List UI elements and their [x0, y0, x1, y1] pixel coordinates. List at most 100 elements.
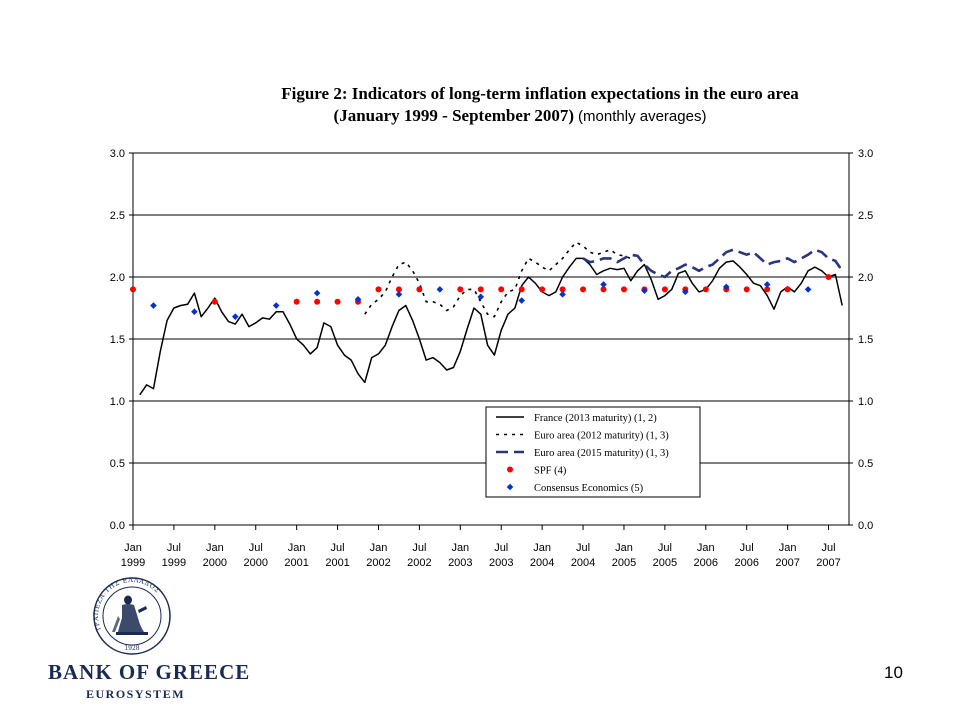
y-tick-label-left-0: 0.0 [110, 520, 125, 532]
y-tick-label-left-4: 2.0 [110, 272, 125, 284]
y-tick-label-left-5: 2.5 [110, 210, 125, 222]
spf-point-0 [130, 286, 136, 293]
x-tick-label-month-10: Jan [533, 542, 551, 554]
spf-point-10 [477, 286, 484, 293]
x-tick-label-year-14: 2006 [694, 557, 718, 569]
legend-swatch-4 [506, 483, 514, 491]
x-tick-label-month-5: Jul [331, 542, 345, 554]
spf-point-8 [416, 286, 423, 293]
x-tick-label-month-1: Jul [167, 542, 181, 554]
legend: France (2013 maturity) (1, 2) Euro area (… [485, 406, 701, 498]
y-tick-label-left-1: 0.5 [110, 458, 125, 470]
x-tick-label-year-17: 2007 [816, 557, 840, 569]
seal-year: 1928 [124, 645, 139, 652]
x-tick-label-month-16: Jan [779, 542, 797, 554]
y-tick-label-right-3: 1.5 [858, 334, 873, 346]
series-line-2 [582, 248, 844, 279]
spf-point-4 [334, 298, 341, 305]
consensus-point-9 [518, 297, 525, 304]
bank-seal-logo: ΤΡΑΠΕΖΑ ΤΗΣ ΕΛΛΑΔΟΣ 1928 [92, 576, 171, 655]
y-tick-label-right-0: 0.0 [858, 520, 873, 532]
bank-name: BANK OF GREECE [48, 660, 251, 684]
consensus-point-15 [763, 281, 771, 288]
chart-title-period: (January 1999 - September 2007) [333, 106, 575, 125]
page-number: 10 [884, 663, 903, 682]
consensus-point-6 [395, 291, 403, 298]
spf-point-19 [661, 286, 668, 293]
x-tick-label-month-6: Jan [370, 542, 388, 554]
x-tick-label-month-7: Jul [412, 542, 426, 554]
y-tick-label-right-6: 3.0 [858, 148, 873, 160]
spf-point-3 [314, 298, 321, 305]
consensus-point-12 [641, 287, 648, 294]
legend-label-2: Euro area (2015 maturity) (1, 3) [534, 448, 669, 459]
bank-subtitle: EUROSYSTEM [86, 687, 186, 701]
x-tick-label-month-17: Jul [822, 542, 836, 554]
x-tick-label-year-3: 2000 [244, 557, 268, 569]
spf-point-26 [825, 274, 832, 280]
x-tick-label-year-10: 2004 [530, 557, 554, 569]
x-tick-label-month-13: Jul [658, 542, 672, 554]
series-layer [130, 241, 844, 396]
series-line-1 [364, 241, 632, 318]
spf-point-23 [743, 286, 750, 293]
x-tick-label-month-4: Jan [288, 542, 306, 554]
x-tick-label-month-3: Jul [249, 542, 263, 554]
x-tick-label-year-5: 2001 [325, 557, 349, 569]
x-tick-label-month-0: Jan [124, 542, 142, 554]
y-tick-label-right-5: 2.5 [858, 210, 873, 222]
y-tick-label-right-1: 0.5 [858, 458, 873, 470]
x-tick-label-year-13: 2005 [653, 557, 677, 569]
legend-label-3: SPF (4) [534, 466, 567, 477]
x-tick-label-year-7: 2002 [407, 557, 431, 569]
x-tick-label-year-1: 1999 [162, 557, 186, 569]
spf-point-2 [293, 298, 300, 305]
legend-label-1: Euro area (2012 maturity) (1, 3) [534, 431, 669, 442]
consensus-point-11 [600, 281, 607, 288]
consensus-point-0 [150, 302, 157, 309]
legend-swatch-3 [507, 466, 513, 473]
consensus-point-7 [436, 286, 444, 293]
consensus-point-3 [272, 302, 280, 309]
x-tick-label-year-0: 1999 [121, 557, 145, 569]
spf-point-25 [784, 286, 791, 293]
consensus-point-13 [682, 288, 689, 296]
consensus-point-8 [477, 293, 485, 301]
x-tick-label-year-6: 2002 [366, 557, 390, 569]
x-tick-label-year-15: 2006 [734, 557, 758, 569]
axes-layer: 0.0 0.0 0.5 0.5 1.0 1.0 1.5 1.5 2.0 2.0 2.5 2.5 3.0 3… [110, 148, 874, 569]
x-tick-label-month-14: Jan [697, 542, 715, 554]
consensus-point-5 [354, 296, 362, 303]
spf-point-13 [539, 286, 546, 293]
x-tick-label-year-8: 2003 [448, 557, 472, 569]
spf-point-11 [498, 286, 505, 293]
spf-point-7 [395, 286, 402, 293]
chart-title-suffix: (monthly averages) [578, 108, 707, 125]
x-tick-label-year-11: 2004 [571, 557, 595, 569]
legend-label-0: France (2013 maturity) (1, 2) [534, 413, 657, 424]
chart-title-line1: Figure 2: Indicators of long-term inflat… [281, 84, 799, 103]
consensus-point-4 [313, 289, 321, 297]
spf-point-17 [620, 286, 627, 293]
chart-title-line2: (January 1999 - September 2007) (monthly … [0, 106, 960, 126]
x-tick-label-year-16: 2007 [775, 557, 799, 569]
y-tick-label-left-3: 1.5 [110, 334, 125, 346]
consensus-point-14 [722, 283, 730, 291]
y-tick-label-left-2: 1.0 [110, 396, 125, 408]
spf-point-12 [518, 286, 525, 293]
spf-point-9 [457, 286, 464, 293]
x-tick-label-month-9: Jul [494, 542, 508, 554]
x-tick-label-year-12: 2005 [612, 557, 636, 569]
spf-point-15 [580, 286, 587, 293]
x-tick-label-year-9: 2003 [489, 557, 513, 569]
consensus-point-2 [231, 313, 239, 320]
y-tick-label-right-4: 2.0 [858, 272, 873, 284]
x-tick-label-month-8: Jan [451, 542, 469, 554]
x-tick-label-month-12: Jan [615, 542, 633, 554]
x-tick-label-month-15: Jul [740, 542, 754, 554]
legend-label-4: Consensus Economics (5) [534, 483, 644, 494]
spf-point-14 [559, 286, 566, 293]
spf-point-16 [600, 286, 607, 293]
y-tick-label-right-2: 1.0 [858, 396, 873, 408]
